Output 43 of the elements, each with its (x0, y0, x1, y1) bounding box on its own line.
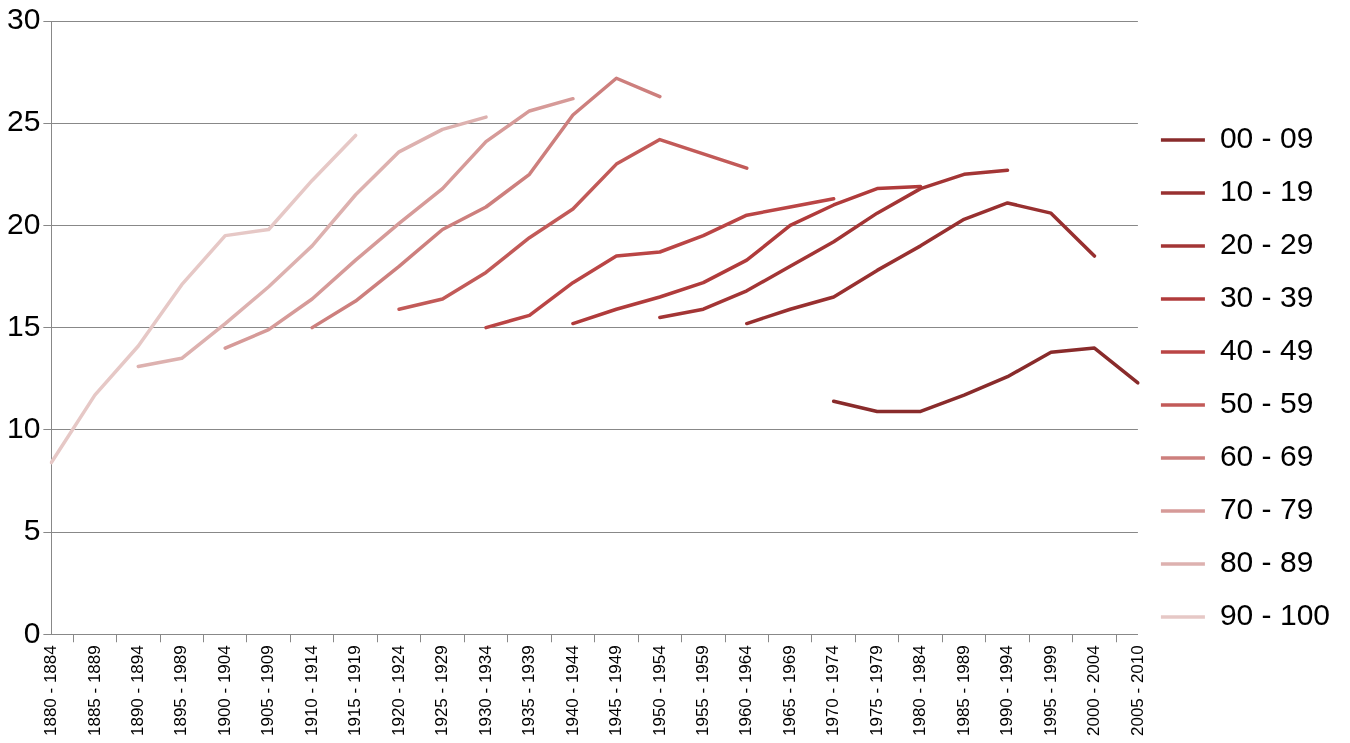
x-tick-label: 1950 - 1954 (649, 645, 669, 737)
x-tick-label: 1880 - 1884 (41, 645, 61, 737)
y-tick-label: 15 (6, 308, 41, 342)
x-tick-label: 1955 - 1959 (692, 645, 712, 737)
legend-label: 40 - 49 (1219, 333, 1314, 367)
x-tick-label: 1935 - 1939 (519, 645, 539, 737)
y-tick-label: 30 (6, 2, 41, 36)
x-tick-label: 1995 - 1999 (1040, 645, 1060, 737)
y-tick-label: 0 (23, 615, 41, 649)
legend-label: 10 - 19 (1219, 174, 1314, 208)
y-tick-label: 10 (6, 411, 41, 445)
y-tick-label: 5 (23, 513, 41, 547)
y-tick-label: 25 (6, 104, 41, 138)
y-tick-label: 20 (6, 206, 41, 240)
x-tick-label: 2005 - 2010 (1127, 645, 1147, 737)
x-tick-label: 1905 - 1909 (258, 645, 278, 737)
x-tick-label: 1970 - 1974 (823, 645, 843, 737)
legend-label: 00 - 09 (1219, 121, 1314, 155)
x-tick-label: 1915 - 1919 (345, 645, 365, 737)
x-tick-label: 1960 - 1964 (736, 645, 756, 737)
x-tick-label: 2000 - 2004 (1084, 645, 1104, 737)
legend-label: 30 - 39 (1219, 280, 1314, 314)
x-tick-label: 1900 - 1904 (214, 645, 234, 737)
x-tick-label: 1940 - 1944 (562, 645, 582, 737)
x-tick-label: 1975 - 1979 (866, 645, 886, 737)
x-tick-label: 1945 - 1949 (606, 645, 626, 737)
x-tick-label: 1890 - 1894 (127, 645, 147, 737)
legend-label: 60 - 69 (1219, 439, 1314, 473)
x-tick-label: 1985 - 1989 (953, 645, 973, 737)
legend-label: 50 - 59 (1219, 386, 1314, 420)
x-tick-label: 1895 - 1989 (171, 645, 191, 737)
x-tick-label: 1980 - 1984 (910, 645, 930, 737)
legend-label: 20 - 29 (1219, 227, 1314, 261)
x-tick-label: 1885 - 1889 (84, 645, 104, 737)
x-tick-label: 1920 - 1924 (388, 645, 408, 737)
x-tick-label: 1925 - 1929 (432, 645, 452, 737)
x-tick-label: 1990 - 1994 (997, 645, 1017, 737)
x-tick-label: 1910 - 1914 (301, 645, 321, 737)
legend-label: 70 - 79 (1219, 492, 1314, 526)
legend-label: 80 - 89 (1219, 545, 1314, 579)
x-tick-label: 1965 - 1969 (779, 645, 799, 737)
legend-label: 90 - 100 (1219, 598, 1331, 632)
x-tick-label: 1930 - 1934 (475, 645, 495, 737)
